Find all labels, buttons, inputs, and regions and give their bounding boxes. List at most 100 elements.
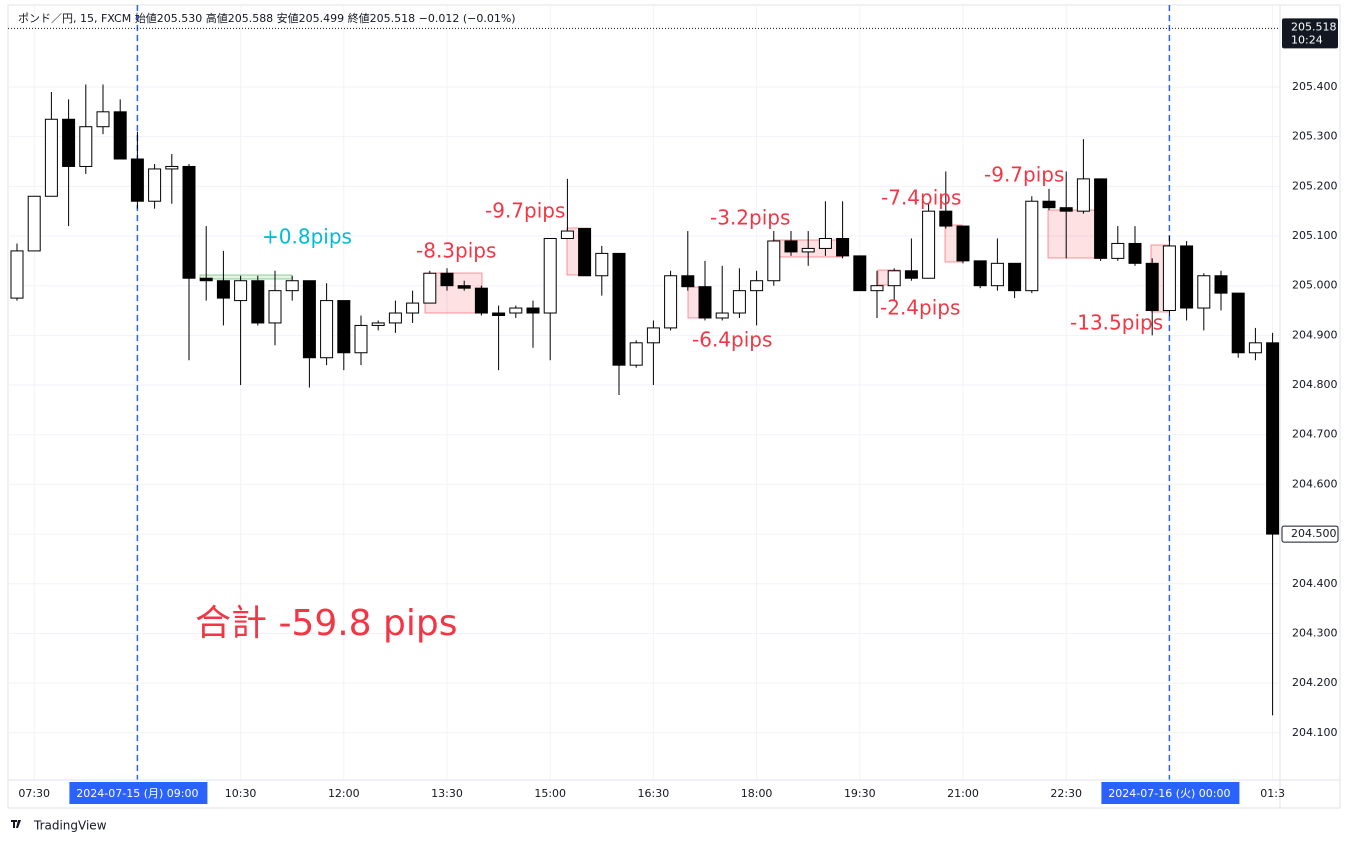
candle-body (578, 228, 592, 277)
candle-body (887, 270, 901, 287)
candle-body (268, 290, 282, 324)
candle-body (904, 270, 918, 279)
candle-body (595, 252, 609, 277)
y-tick-label: 204.800 (1292, 378, 1338, 391)
candle-body (27, 195, 41, 252)
candle-body (337, 300, 351, 354)
y-tick-label: 204.300 (1292, 626, 1338, 639)
candle-body (1231, 292, 1245, 354)
candle-body (698, 286, 712, 319)
y-tick-label: 204.400 (1292, 577, 1338, 590)
marker-price: 204.500 (1291, 527, 1337, 540)
candle-body (1214, 275, 1228, 294)
candle-body (113, 111, 127, 160)
x-tick-label: 13:30 (431, 787, 463, 800)
total: 合計 -59.8 pips (195, 603, 458, 644)
candle-body (1008, 262, 1022, 292)
candle-body (1162, 245, 1176, 312)
candle-body (629, 342, 643, 366)
annotation: -7.4pips (881, 186, 961, 210)
candle-body (1197, 275, 1211, 309)
last-price-box (1282, 18, 1338, 49)
x-tick-highlight (69, 782, 208, 804)
candle-body (646, 327, 660, 344)
candle-body (440, 272, 454, 287)
candle-body (79, 126, 93, 167)
candle-body (767, 240, 781, 282)
grid (8, 5, 1280, 780)
x-tick-label: 2024-07-15 (月) 09:00 (76, 787, 198, 800)
annotation: -8.3pips (416, 239, 496, 263)
candle-body (509, 307, 523, 314)
candle-body (1025, 200, 1039, 292)
candle-body (801, 247, 815, 253)
candle-body (130, 158, 144, 202)
candle-body (1059, 207, 1073, 212)
x-tick-label: 07:30 (18, 787, 50, 800)
x-tick-highlight (1101, 782, 1240, 804)
candle-body (388, 312, 402, 324)
candle-body (457, 285, 471, 289)
candle-body (1180, 245, 1194, 309)
trade-box (1047, 209, 1101, 259)
candle-body (922, 210, 936, 279)
annotation: -9.7pips (485, 199, 565, 223)
annotation: -2.4pips (880, 296, 960, 320)
candle-body (543, 237, 557, 314)
candle-body (371, 322, 385, 326)
y-tick-label: 205.200 (1292, 179, 1338, 192)
annotation: +0.8pips (262, 225, 352, 249)
candle-body (870, 285, 884, 292)
y-tick-label: 204.700 (1292, 428, 1338, 441)
candle-body (423, 272, 437, 304)
logo (11, 820, 21, 828)
x-tick-label: 22:30 (1050, 787, 1082, 800)
x-tick-label: 21:00 (947, 787, 979, 800)
candle-body (853, 255, 867, 292)
candle-body (182, 165, 196, 279)
x-tick-label: 19:30 (844, 787, 876, 800)
candle-body (973, 260, 987, 287)
candle-body (474, 287, 488, 314)
x-tick-label: 01:3 (1260, 787, 1285, 800)
candle-body (285, 280, 299, 292)
x-tick-label: 10:30 (225, 787, 257, 800)
candle-body (148, 168, 162, 202)
candle-body (664, 275, 678, 329)
y-tick-label: 204.900 (1292, 328, 1338, 341)
x-tick-label: 12:00 (328, 787, 360, 800)
candle-body (818, 237, 832, 249)
candle-body (44, 118, 58, 197)
annotation: -6.4pips (692, 328, 772, 352)
candle-body (1248, 342, 1262, 354)
candle-body (990, 262, 1004, 287)
x-tick-label: 18:00 (741, 787, 773, 800)
candle-body (1111, 242, 1125, 259)
annotation: -13.5pips (1070, 311, 1163, 335)
candle-body (251, 280, 265, 324)
candle-body (406, 302, 420, 314)
candle-body (732, 290, 746, 314)
x-tick-label: 15:00 (534, 787, 566, 800)
annotation: -9.7pips (984, 163, 1064, 187)
candle-body (715, 312, 729, 319)
x-tick-label: 16:30 (638, 787, 670, 800)
y-tick-label: 204.200 (1292, 676, 1338, 689)
x-tick-label: 2024-07-16 (火) 00:00 (1108, 787, 1230, 800)
y-tick-label: 204.600 (1292, 477, 1338, 490)
candle-body (681, 275, 695, 288)
candle-body (784, 240, 798, 253)
candle-body (1128, 242, 1142, 264)
candle-body (612, 252, 626, 366)
candle-body (1094, 178, 1108, 259)
y-tick-label: 204.100 (1292, 726, 1338, 739)
y-tick-label: 205.300 (1292, 130, 1338, 143)
y-tick-label: 205.100 (1292, 229, 1338, 242)
last-time: 10:24 (1291, 33, 1323, 46)
candle-body (1266, 342, 1280, 535)
candle-body (320, 300, 334, 359)
frame (7, 4, 1341, 809)
y-tick-label: 205.000 (1292, 279, 1338, 292)
candle-body (1076, 178, 1090, 212)
